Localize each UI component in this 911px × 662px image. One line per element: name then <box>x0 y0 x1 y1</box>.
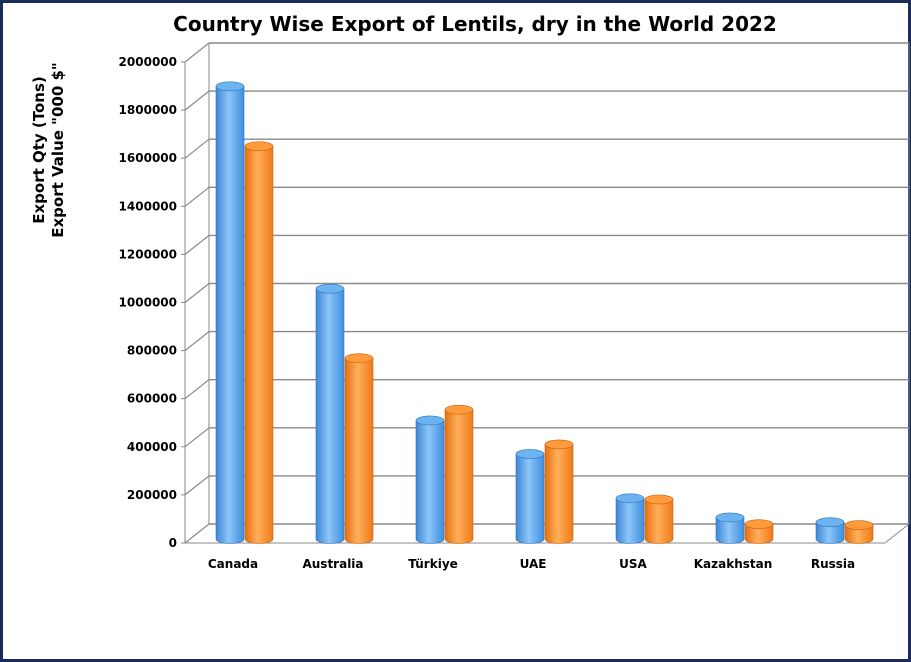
bar-body <box>544 444 574 544</box>
bar-top <box>844 520 874 530</box>
bar-top <box>444 404 474 415</box>
bar <box>344 353 374 544</box>
bar <box>844 520 874 544</box>
bar-body <box>744 523 774 544</box>
bar-body <box>844 524 874 544</box>
bar-top <box>615 493 645 504</box>
bar-body <box>715 517 745 544</box>
bar-body <box>815 521 845 544</box>
gridline-diagonal <box>184 427 210 448</box>
bar <box>244 141 274 544</box>
gridline-diagonal <box>184 186 210 207</box>
bar-top <box>244 141 274 152</box>
category-label: USA <box>619 557 647 571</box>
y-tick-label: 600000 <box>127 392 177 406</box>
category-label: Kazakhstan <box>694 557 773 571</box>
bar-body <box>215 86 245 544</box>
bar-top <box>815 517 845 528</box>
bar-top <box>215 81 245 92</box>
y-tick-label: 0 <box>169 536 177 550</box>
bar-body <box>344 357 374 544</box>
gridline-diagonal <box>184 475 210 496</box>
gridline-diagonal <box>184 331 210 352</box>
gridline-diagonal <box>184 42 210 63</box>
gridline-diagonal <box>184 283 210 303</box>
bar-body <box>315 288 345 544</box>
y-axis-label-line-1: Export Qty (Tons) <box>30 76 48 224</box>
bar <box>644 494 674 544</box>
bar-body <box>244 145 274 544</box>
gridline-diagonal <box>184 234 210 255</box>
y-tick-label: 1600000 <box>119 151 177 165</box>
bar <box>215 81 245 544</box>
gridline-diagonal <box>184 379 210 400</box>
bar-top <box>515 449 545 459</box>
bar <box>315 283 345 544</box>
y-axis-label-line-2: Export Value "000 $" <box>49 62 67 237</box>
bars <box>215 81 874 544</box>
bar <box>744 519 774 544</box>
bar <box>615 493 645 544</box>
gridline-diagonal <box>184 523 210 544</box>
bar-top <box>544 439 574 450</box>
category-label: Türkiye <box>408 557 458 571</box>
y-tick-label: 400000 <box>127 440 177 454</box>
bar-top <box>644 494 674 505</box>
floor-right-edge <box>884 523 910 544</box>
bar-top <box>415 415 445 426</box>
gridline-diagonal <box>184 90 210 111</box>
y-tick-label: 1200000 <box>119 247 177 261</box>
y-axis-label: Export Qty (Tons) Export Value "000 $" <box>30 62 67 237</box>
bar <box>815 517 845 544</box>
bar <box>715 512 745 544</box>
category-labels: Canada Australia Türkiye UAE USA Kazakhstan Ru… <box>208 557 855 571</box>
chart-title: Country Wise Export of Lentils, dry in t… <box>173 12 777 36</box>
bar-top <box>715 512 745 523</box>
bar <box>415 415 445 544</box>
gridline-diagonal <box>184 138 210 159</box>
bar-top <box>744 519 774 529</box>
y-tick-label: 200000 <box>127 488 177 502</box>
bar-top <box>315 283 345 294</box>
category-label: Canada <box>208 557 258 571</box>
y-tick-label: 1800000 <box>119 103 177 117</box>
category-label: Australia <box>302 557 363 571</box>
category-label: UAE <box>520 557 547 571</box>
bar-body <box>415 420 445 544</box>
bar-body <box>515 453 545 544</box>
category-label: Russia <box>811 557 855 571</box>
y-tick-label: 2000000 <box>119 55 177 69</box>
y-tick-labels: 0 200000 400000 600000 800000 1000000 1200000 1… <box>119 55 177 550</box>
bar <box>515 449 545 544</box>
y-tick-label: 1000000 <box>119 296 177 310</box>
bar-top <box>344 353 374 363</box>
bar-body <box>615 497 645 544</box>
y-tick-label: 1400000 <box>119 199 177 213</box>
bar <box>544 439 574 544</box>
bar <box>444 404 474 544</box>
y-tick-label: 800000 <box>127 344 177 358</box>
bar-body <box>644 499 674 544</box>
bar-body <box>444 409 474 544</box>
